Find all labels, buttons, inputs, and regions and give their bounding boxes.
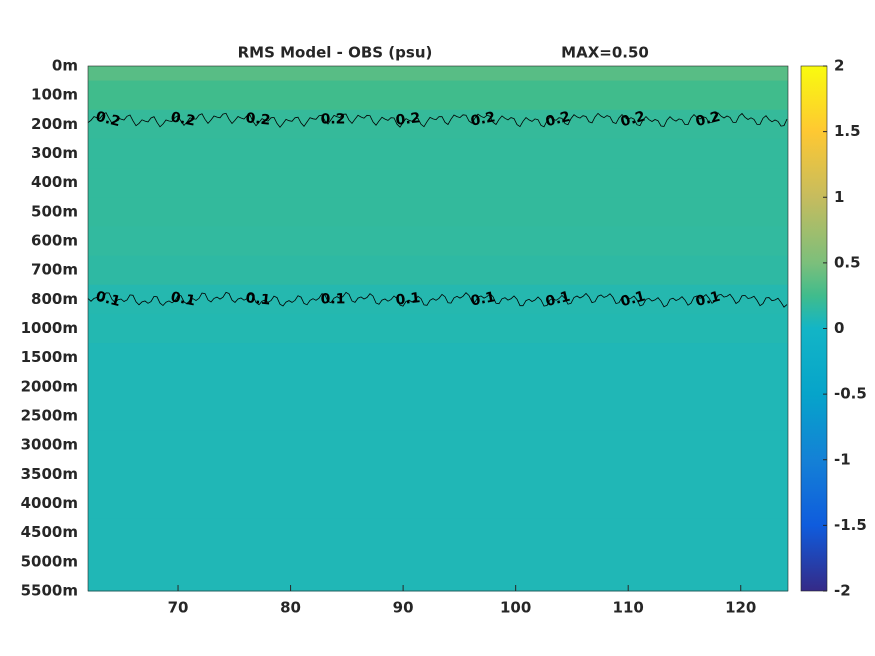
x-tick-label: 80 bbox=[280, 599, 301, 617]
y-tick-label: 4000m bbox=[21, 494, 78, 512]
contour-label: 0.2 bbox=[395, 110, 421, 128]
heat-cell bbox=[88, 138, 788, 169]
y-tick-label: 5500m bbox=[21, 582, 78, 600]
contour-label: 0.1 bbox=[245, 290, 271, 308]
contour-label: 0.1 bbox=[395, 290, 421, 308]
contour-label: 0.1 bbox=[469, 289, 496, 309]
heat-cell bbox=[88, 168, 788, 198]
contour-label: 0.1 bbox=[321, 291, 346, 307]
heat-cell bbox=[88, 488, 788, 519]
colorbar-tick-label: -2 bbox=[834, 582, 851, 600]
contour-line bbox=[87, 291, 788, 308]
y-tick-label: 800m bbox=[31, 290, 78, 308]
colorbar-tick-label: -0.5 bbox=[834, 385, 867, 403]
colorbar-tick-label: 1.5 bbox=[834, 122, 861, 140]
heat-cell bbox=[88, 343, 788, 373]
heat-cell bbox=[88, 284, 788, 315]
y-tick-label: 400m bbox=[31, 173, 78, 191]
contour-label: 0.1 bbox=[169, 289, 196, 309]
contour-label: 0.2 bbox=[245, 110, 271, 128]
chart-title: RMS Model - OBS (psu) bbox=[238, 44, 433, 62]
y-tick-label: 3000m bbox=[21, 436, 78, 454]
colorbar-tick-label: 0.5 bbox=[834, 253, 861, 271]
colorbar-tick-label: 1 bbox=[834, 188, 844, 206]
y-tick-label: 600m bbox=[31, 232, 78, 250]
y-tick-label: 4500m bbox=[21, 523, 78, 541]
colorbar-tick-label: 2 bbox=[834, 57, 844, 75]
y-tick-label: 5000m bbox=[21, 552, 78, 570]
y-tick-label: 3500m bbox=[21, 465, 78, 483]
plot-frame bbox=[87, 65, 789, 592]
y-tick-label: 700m bbox=[31, 261, 78, 279]
annotation: MAX=0.50 bbox=[561, 44, 649, 62]
contour-label: 0.1 bbox=[94, 289, 122, 310]
contour-label: 0.1 bbox=[619, 288, 647, 310]
heat-cell bbox=[88, 109, 788, 140]
heat-cell bbox=[88, 430, 788, 461]
x-tick-label: 100 bbox=[500, 599, 531, 617]
colorbar-tick-label: 0 bbox=[834, 319, 844, 337]
heat-cell bbox=[88, 313, 788, 344]
contour-label: 0.1 bbox=[544, 289, 572, 311]
contour-label: 0.2 bbox=[544, 109, 572, 131]
x-tick-label: 110 bbox=[613, 599, 644, 617]
y-tick-label: 500m bbox=[31, 202, 78, 220]
heat-cell bbox=[88, 547, 788, 577]
heat-cell bbox=[88, 197, 788, 227]
contour-label: 0.2 bbox=[94, 109, 122, 130]
y-tick-label: 300m bbox=[31, 144, 78, 162]
y-tick-label: 2000m bbox=[21, 377, 78, 395]
y-tick-label: 1000m bbox=[21, 319, 78, 337]
x-tick-label: 90 bbox=[393, 599, 414, 617]
y-tick-label: 0m bbox=[52, 57, 78, 75]
heat-cell bbox=[88, 372, 788, 402]
x-tick-label: 70 bbox=[168, 599, 189, 617]
contour-label: 0.2 bbox=[169, 109, 196, 129]
heat-cell bbox=[88, 518, 788, 548]
y-tick-label: 2500m bbox=[21, 407, 78, 425]
y-tick-label: 200m bbox=[31, 115, 78, 133]
heat-cell bbox=[88, 255, 788, 286]
heat-cell bbox=[88, 226, 788, 257]
colorbar-tick-label: -1 bbox=[834, 450, 851, 468]
contour-label: 0.2 bbox=[694, 109, 722, 130]
y-tick-label: 1500m bbox=[21, 348, 78, 366]
contour-label: 0.2 bbox=[321, 111, 346, 127]
heat-cell bbox=[88, 66, 788, 82]
contour-label: 0.2 bbox=[619, 109, 647, 131]
contour-line bbox=[87, 112, 788, 128]
heat-cell bbox=[88, 576, 788, 592]
colorbar-tick-label: -1.5 bbox=[834, 516, 867, 534]
y-tick-label: 100m bbox=[31, 86, 78, 104]
heat-cell bbox=[88, 459, 788, 490]
x-tick-label: 120 bbox=[725, 599, 756, 617]
contour-label: 0.1 bbox=[694, 289, 722, 310]
heat-cell bbox=[88, 401, 788, 432]
contour-label: 0.2 bbox=[469, 109, 496, 129]
heat-cell bbox=[88, 80, 788, 111]
